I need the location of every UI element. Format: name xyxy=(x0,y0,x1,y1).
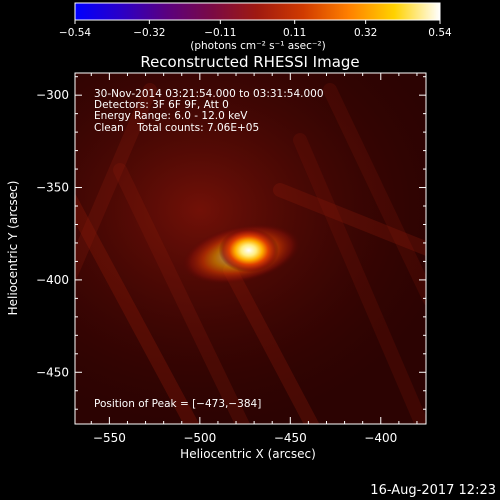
peak-source xyxy=(218,228,279,273)
x-tick-label: −500 xyxy=(183,431,216,445)
x-tick-label: −400 xyxy=(364,431,397,445)
annotation-time-range: 30-Nov-2014 03:21:54.000 to 03:31:54.000 xyxy=(94,88,324,100)
colorbar-tick-label: 0.11 xyxy=(283,27,306,39)
x-tick-label: −550 xyxy=(93,431,126,445)
annotation-total-counts: Clean Total counts: 7.06E+05 xyxy=(94,122,259,134)
background-streak xyxy=(75,83,157,283)
x-axis-ticks: −550 −500 −450 −400 xyxy=(90,73,418,445)
colorbar-tick-label: −0.54 xyxy=(59,27,91,39)
background-streak xyxy=(113,163,251,424)
background-streak xyxy=(293,133,426,424)
y-tick-label: −450 xyxy=(36,365,69,379)
background-streak xyxy=(273,183,426,256)
plot-frame xyxy=(74,72,427,425)
colorbar xyxy=(74,2,441,21)
colorbar-ticks xyxy=(74,20,441,24)
colorbar-tick-label: 0.54 xyxy=(428,27,452,39)
x-tick-label: −450 xyxy=(274,431,307,445)
y-tick-label: −400 xyxy=(36,273,69,287)
y-tick-label: −350 xyxy=(36,181,69,195)
background-streak xyxy=(75,193,200,424)
annotation-energy-range: Energy Range: 6.0 - 12.0 keV xyxy=(94,110,248,122)
colorbar-tick-labels: −0.54 −0.32 −0.11 0.11 0.32 0.54 xyxy=(59,27,452,39)
colorbar-tick-label: 0.32 xyxy=(354,27,377,39)
y-axis-ticks: −300 −350 −400 −450 xyxy=(36,76,426,410)
peak-position-label: Position of Peak = [−473,−384] xyxy=(94,398,261,410)
x-axis-label: Heliocentric X (arcsec) xyxy=(180,447,316,461)
colorbar-tick-label: −0.11 xyxy=(204,27,236,39)
annotation-detectors: Detectors: 3F 6F 9F, Att 0 xyxy=(94,99,229,111)
chart-title: Reconstructed RHESSI Image xyxy=(140,53,359,71)
background-streaks xyxy=(75,83,426,424)
y-axis-label: Heliocentric Y (arcsec) xyxy=(6,181,20,316)
background-streak xyxy=(323,83,426,306)
colorbar-unit-label: (photons cm⁻² s⁻¹ asec⁻²) xyxy=(190,40,325,52)
background-streak xyxy=(223,263,320,424)
y-tick-label: −300 xyxy=(36,88,69,102)
colorbar-tick-label: −0.32 xyxy=(133,27,165,39)
footer-date: 16-Aug-2017 12:23 xyxy=(370,483,496,498)
heatmap-image xyxy=(75,73,426,424)
